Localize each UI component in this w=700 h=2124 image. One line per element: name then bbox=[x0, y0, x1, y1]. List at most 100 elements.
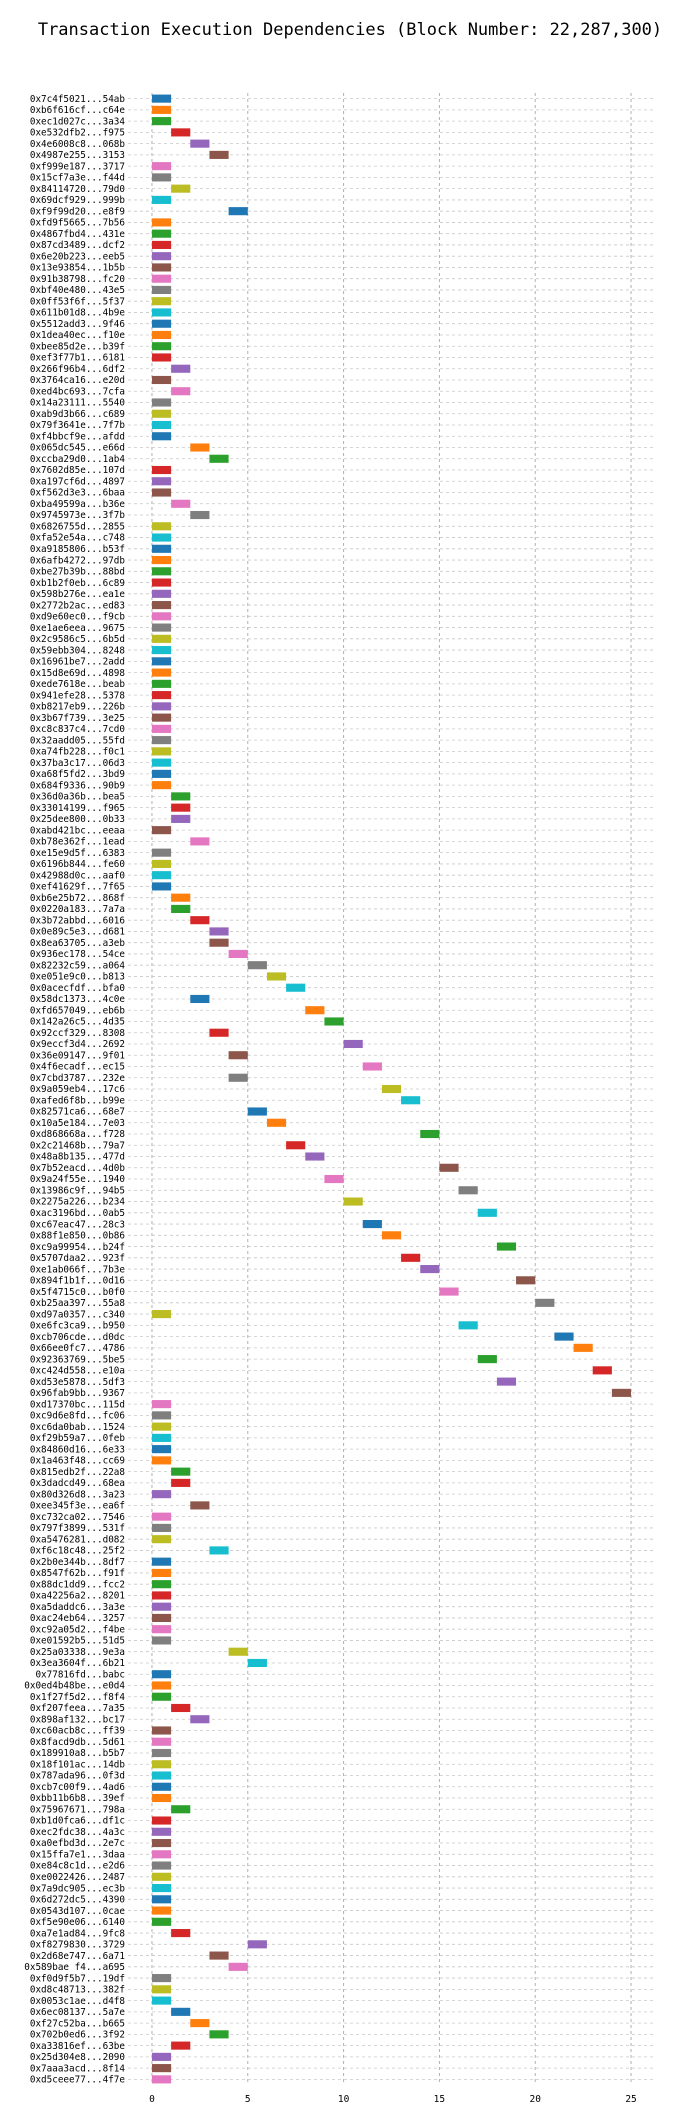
transaction-bar bbox=[151, 105, 172, 114]
y-tick-label: 0x0ff53f6f...5f37 bbox=[30, 296, 125, 307]
y-tick-label: 0xc60acb8c...ff39 bbox=[30, 1726, 125, 1737]
y-tick-label: 0x48a8b135...477d bbox=[30, 1152, 125, 1163]
y-tick-label: 0x13e93854...1b5b bbox=[30, 263, 126, 274]
transaction-bar bbox=[247, 961, 267, 970]
transaction-bar bbox=[151, 601, 172, 610]
transaction-bar bbox=[171, 803, 191, 812]
transaction-bar bbox=[190, 837, 210, 846]
transaction-bar bbox=[151, 375, 172, 385]
y-tick-label: 0xe01592b5...51d5 bbox=[30, 1636, 125, 1647]
transaction-bar bbox=[151, 1838, 172, 1848]
transaction-bar bbox=[266, 1118, 287, 1127]
y-tick-label: 0x92ccf329...8308 bbox=[30, 1028, 125, 1039]
y-tick-label: 0x6afb4272...97db bbox=[30, 555, 126, 566]
y-tick-label: 0xe0022426...2487 bbox=[30, 1872, 125, 1883]
transaction-bar bbox=[151, 420, 172, 430]
transaction-bar bbox=[209, 1546, 229, 1555]
transaction-bar bbox=[151, 477, 172, 486]
y-tick-label: 0xa0efbd3d...2e7c bbox=[30, 1838, 125, 1849]
y-tick-label: 0xf6c18c48...25f2 bbox=[30, 1546, 125, 1557]
y-tick-label: 0x15ffa7e1...3daa bbox=[30, 1849, 125, 1860]
y-tick-label: 0x065dc545...e66d bbox=[30, 443, 125, 454]
y-tick-label: 0xb8217eb9...226b bbox=[30, 702, 126, 713]
y-tick-label: 0xc6da0bab...1524 bbox=[30, 1422, 126, 1433]
y-tick-label: 0xa74fb228...f0c1 bbox=[30, 747, 125, 758]
transaction-bar bbox=[190, 139, 210, 148]
y-tick-label: 0x66ee0fc7...4786 bbox=[30, 1343, 125, 1354]
y-tick-label: 0xc92a05d2...f4be bbox=[30, 1624, 126, 1635]
y-tick-label: 0xd97a0357...c340 bbox=[30, 1309, 125, 1320]
y-tick-label: 0x2772b2ac...ed83 bbox=[30, 600, 125, 611]
y-tick-label: 0x7a9dc905...ec3b bbox=[30, 1883, 126, 1894]
transaction-bar bbox=[151, 1445, 172, 1454]
transaction-bar bbox=[324, 1017, 344, 1026]
y-tick-label: 0xd17370bc...115d bbox=[30, 1399, 125, 1410]
transaction-bar bbox=[151, 330, 172, 340]
transaction-bar bbox=[401, 1253, 421, 1262]
y-tick-label: 0xc9a99954...b24f bbox=[30, 1242, 125, 1253]
transaction-bar bbox=[151, 1602, 172, 1611]
y-tick-label: 0x0543d107...0cae bbox=[30, 1906, 126, 1917]
y-tick-label: 0xa42256a2...8201 bbox=[30, 1591, 125, 1602]
transaction-bar bbox=[496, 1242, 517, 1251]
y-tick-label: 0xac24eb64...3257 bbox=[30, 1613, 125, 1624]
y-tick-label: 0xabd421bc...eeaa bbox=[30, 825, 125, 836]
transaction-bar bbox=[151, 668, 172, 677]
transaction-bar bbox=[151, 240, 172, 249]
transaction-bar bbox=[401, 1096, 421, 1105]
transaction-bar bbox=[247, 1658, 267, 1668]
x-tick-label: 0 bbox=[149, 2094, 155, 2105]
y-tick-label: 0xf27c52ba...b665 bbox=[30, 2018, 125, 2029]
x-tick-label: 10 bbox=[338, 2094, 350, 2105]
transaction-bar bbox=[151, 1310, 172, 1319]
y-tick-label: 0x8ea63705...a3eb bbox=[30, 938, 126, 949]
y-tick-label: 0x815edb2f...22a8 bbox=[30, 1467, 125, 1478]
y-tick-label: 0x82232c59...a064 bbox=[30, 960, 126, 971]
transaction-bar bbox=[151, 555, 172, 565]
transaction-bar bbox=[190, 1501, 210, 1510]
transaction-bar bbox=[151, 533, 172, 542]
transaction-bar bbox=[151, 1523, 172, 1532]
y-tick-label: 0x0220a183...7a7a bbox=[30, 904, 125, 915]
y-tick-label: 0x5707daa2...923f bbox=[30, 1253, 125, 1264]
y-tick-label: 0xec1d027c...3a34 bbox=[30, 116, 126, 127]
transaction-bar bbox=[439, 1287, 459, 1296]
transaction-bar bbox=[171, 1929, 191, 1938]
transaction-bar bbox=[151, 342, 172, 351]
transaction-bar bbox=[151, 263, 172, 272]
y-tick-label: 0x6e20b223...eeb5 bbox=[30, 251, 125, 262]
transaction-bar bbox=[151, 567, 172, 576]
y-tick-label: 0x1a463f48...cc69 bbox=[30, 1456, 125, 1467]
x-tick-label: 5 bbox=[245, 2094, 251, 2105]
transaction-bar bbox=[151, 1996, 172, 2005]
y-tick-label: 0x0e89c5e3...d681 bbox=[30, 927, 125, 938]
transaction-bar bbox=[171, 792, 191, 801]
transaction-bar bbox=[171, 1467, 191, 1476]
y-tick-label: 0x3ea3604f...6b21 bbox=[30, 1658, 125, 1669]
y-tick-label: 0x3b72abbd...6016 bbox=[30, 915, 125, 926]
transaction-bar bbox=[151, 702, 172, 711]
transaction-bar bbox=[151, 1883, 172, 1893]
y-tick-label: 0xd53e5878...5df3 bbox=[30, 1377, 125, 1388]
transaction-bar bbox=[151, 1760, 172, 1769]
y-tick-label: 0x10a5e184...7e03 bbox=[30, 1118, 125, 1129]
transaction-bar bbox=[151, 229, 172, 238]
y-tick-label: 0x92363769...5be5 bbox=[30, 1354, 125, 1365]
transaction-bar bbox=[151, 353, 172, 362]
y-tick-label: 0xe1ae6eea...9675 bbox=[30, 623, 125, 634]
transaction-bar bbox=[362, 1219, 382, 1229]
transaction-bar bbox=[209, 938, 229, 947]
transaction-bar bbox=[305, 1006, 325, 1015]
transaction-bar bbox=[247, 1107, 267, 1116]
y-tick-label: 0xf8279830...3729 bbox=[30, 1940, 125, 1951]
y-tick-label: 0x88f1e850...0b86 bbox=[30, 1231, 125, 1242]
y-tick-label: 0x589bae f4...a695 bbox=[24, 1962, 125, 1973]
transaction-bar bbox=[151, 297, 172, 306]
transaction-bar bbox=[343, 1197, 363, 1206]
y-tick-label: 0xcb7c00f9...4ad6 bbox=[30, 1782, 125, 1793]
y-tick-label: 0xd5ceee77...4f7e bbox=[30, 2075, 126, 2086]
transaction-bar bbox=[151, 1850, 172, 1859]
y-tick-label: 0xc9d6e8fd...fc06 bbox=[30, 1411, 125, 1422]
transaction-bar bbox=[151, 1793, 172, 1803]
y-tick-label: 0xba49599a...b36e bbox=[30, 499, 126, 510]
